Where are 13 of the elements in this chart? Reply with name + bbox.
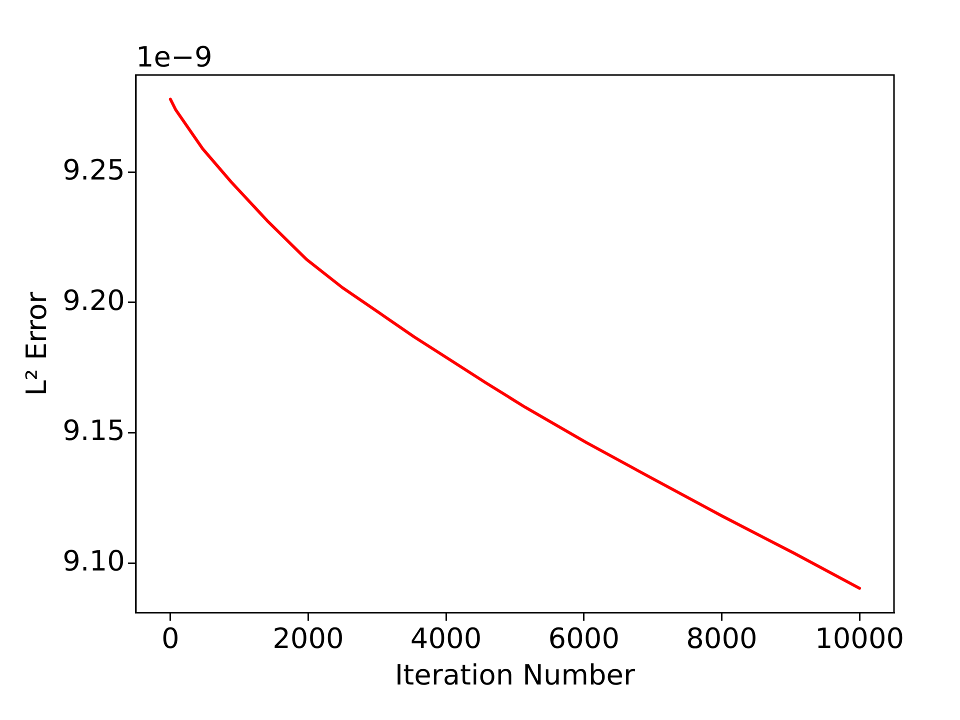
- y-tick-label: 9.25: [62, 153, 125, 186]
- x-tick-label: 10000: [815, 622, 904, 655]
- x-tick-label: 8000: [686, 622, 758, 655]
- text: 1e−9: [136, 40, 212, 74]
- x-tick-label: 0: [161, 622, 180, 655]
- y-axis-title: L² Error: [20, 291, 54, 396]
- x-tick-label: 6000: [548, 622, 620, 655]
- y-tick-label: 9.10: [62, 544, 125, 578]
- y-tick-label: 9.15: [62, 414, 125, 448]
- x-tick-label: 4000: [410, 622, 482, 655]
- x-axis-title: Iteration Number: [394, 658, 636, 692]
- y-tick-label: 9.20: [62, 284, 125, 317]
- x-tick-label: 2000: [272, 622, 344, 655]
